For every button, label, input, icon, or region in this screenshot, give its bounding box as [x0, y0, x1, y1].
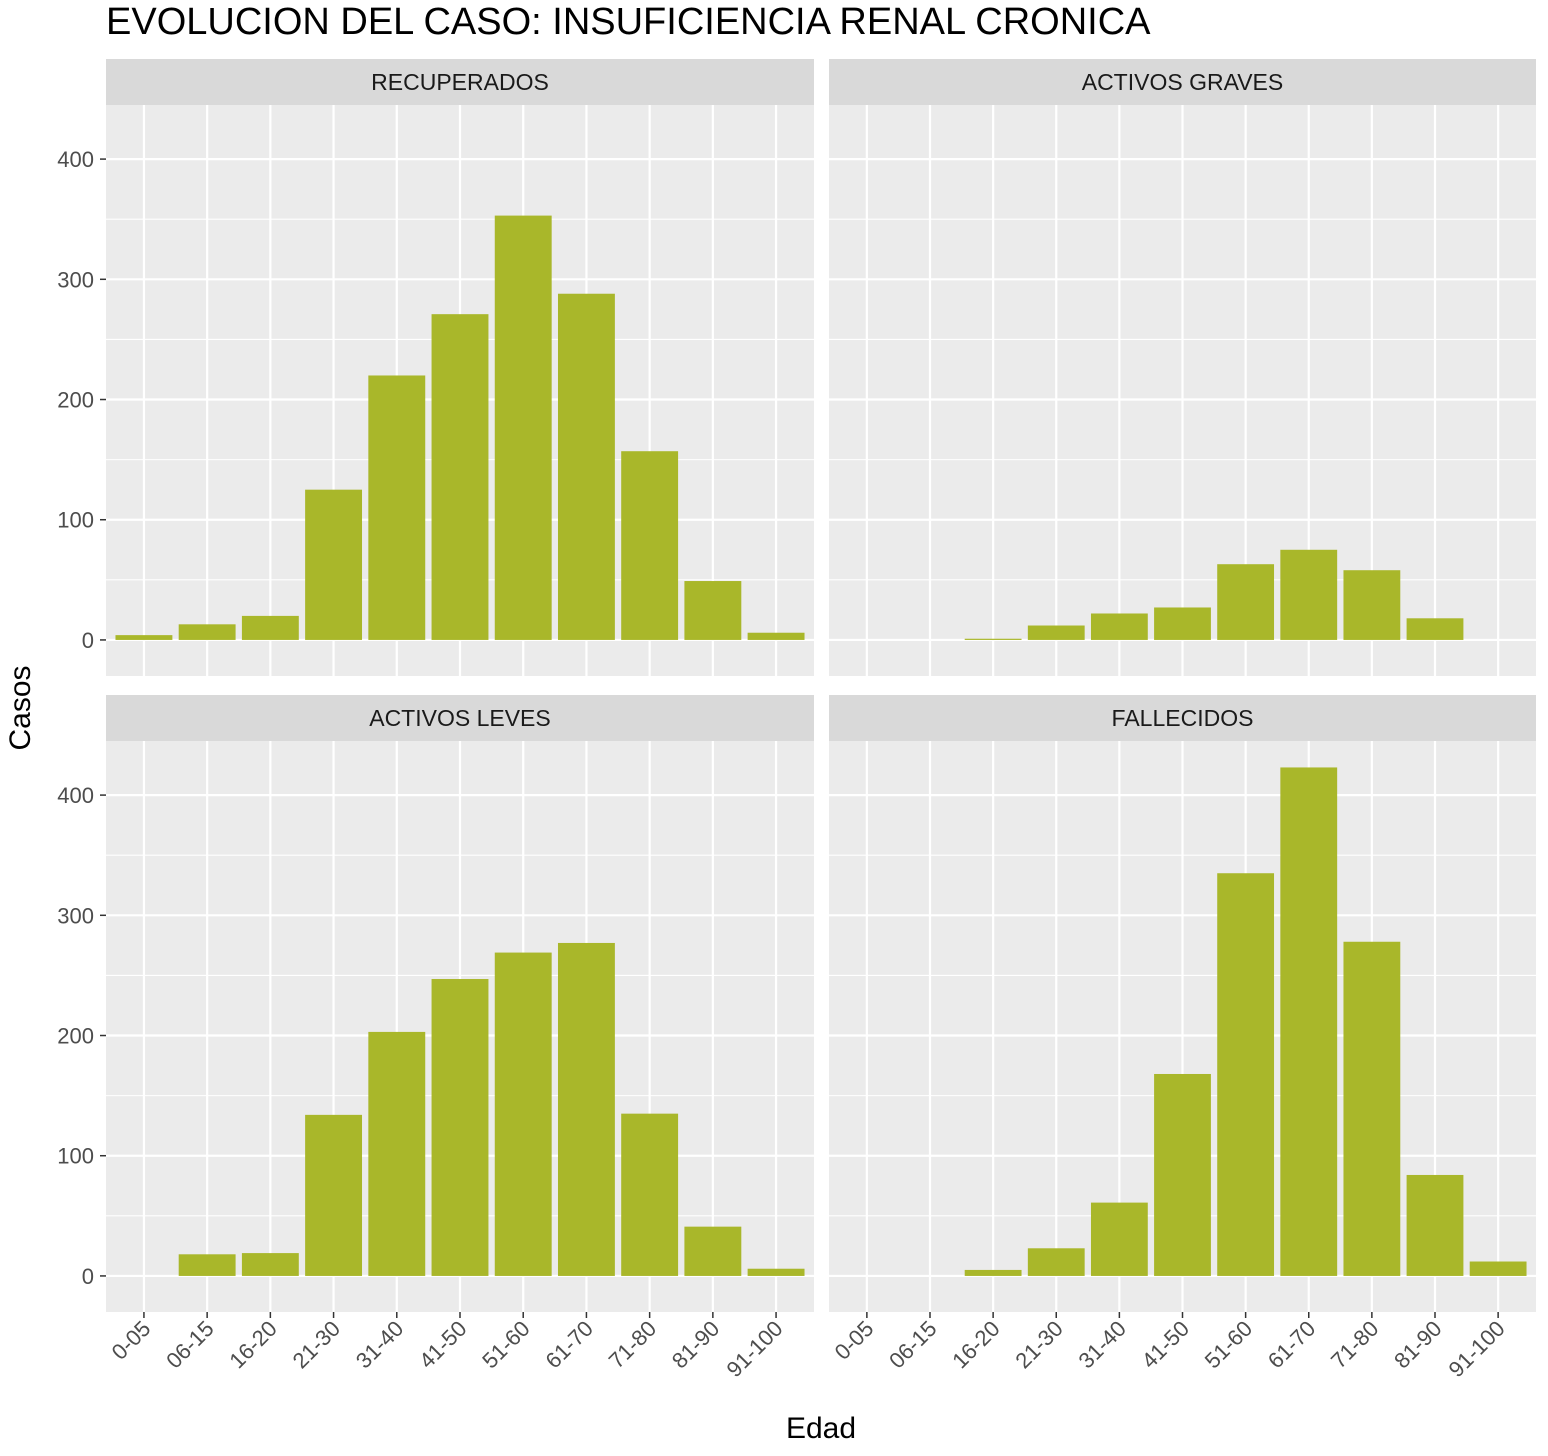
bar-activos-leves-06-15 [178, 1254, 236, 1276]
bar-fallecidos-61-70 [1280, 767, 1338, 1276]
x-tick-label: 91-100 [1444, 1316, 1510, 1382]
bar-activos-graves-21-30 [1027, 625, 1085, 640]
y-tick-label: 300 [57, 267, 94, 292]
bar-fallecidos-31-40 [1090, 1202, 1148, 1276]
y-tick-label: 100 [57, 1144, 94, 1169]
bar-recuperados-51-60 [494, 215, 552, 640]
facet-strip-label-activos-leves: ACTIVOS LEVES [369, 705, 551, 731]
bar-activos-leves-81-90 [684, 1226, 742, 1276]
facet-strip-label-recuperados: RECUPERADOS [371, 69, 549, 95]
x-tick-label: 06-15 [161, 1316, 218, 1373]
y-tick-label: 0 [82, 628, 94, 653]
bar-fallecidos-16-20 [964, 1269, 1022, 1276]
bar-fallecidos-21-30 [1027, 1248, 1085, 1276]
x-tick-label: 61-70 [540, 1316, 597, 1373]
x-tick-label: 21-30 [1010, 1316, 1067, 1373]
facet-strip-label-fallecidos: FALLECIDOS [1112, 705, 1254, 731]
bar-activos-graves-71-80 [1343, 570, 1401, 640]
bar-activos-graves-31-40 [1090, 613, 1148, 640]
x-tick-label: 31-40 [1073, 1316, 1130, 1373]
bar-activos-leves-31-40 [368, 1031, 426, 1276]
y-tick-label: 200 [57, 388, 94, 413]
x-tick-label: 51-60 [477, 1316, 534, 1373]
x-tick-label: 81-90 [1389, 1316, 1446, 1373]
bar-activos-graves-16-20 [964, 638, 1022, 640]
bar-activos-leves-71-80 [621, 1113, 679, 1276]
bar-activos-leves-41-50 [431, 979, 489, 1276]
bar-activos-graves-81-90 [1406, 618, 1464, 640]
bar-fallecidos-41-50 [1154, 1073, 1211, 1276]
x-tick-label: 06-15 [884, 1316, 941, 1373]
bar-activos-leves-16-20 [241, 1253, 299, 1276]
bar-activos-leves-91-100 [747, 1268, 805, 1276]
bar-activos-graves-51-60 [1217, 564, 1275, 640]
y-axis-title: Casos [4, 665, 37, 750]
y-tick-label: 400 [57, 783, 94, 808]
bar-recuperados-71-80 [621, 451, 679, 640]
y-tick-label: 0 [82, 1264, 94, 1289]
bar-recuperados-21-30 [305, 489, 363, 640]
y-tick-label: 400 [57, 147, 94, 172]
x-tick-label: 51-60 [1200, 1316, 1257, 1373]
chart-title: EVOLUCION DEL CASO: INSUFICIENCIA RENAL … [106, 1, 1151, 43]
x-axis-title: Edad [786, 1412, 856, 1445]
bar-activos-graves-41-50 [1154, 607, 1211, 640]
bar-recuperados-61-70 [557, 293, 615, 640]
bar-recuperados-06-15 [178, 624, 236, 640]
bar-recuperados-91-100 [747, 632, 805, 640]
bar-activos-graves-61-70 [1280, 549, 1338, 640]
facet-strip-activos-graves [829, 59, 1536, 105]
x-tick-label: 16-20 [947, 1316, 1004, 1373]
bar-fallecidos-81-90 [1406, 1174, 1464, 1276]
bar-fallecidos-51-60 [1217, 873, 1275, 1276]
x-tick-label: 81-90 [667, 1316, 724, 1373]
x-tick-label: 41-50 [1137, 1316, 1194, 1373]
bar-fallecidos-71-80 [1343, 941, 1401, 1276]
x-tick-label: 91-100 [721, 1316, 787, 1382]
bar-recuperados-41-50 [431, 314, 489, 640]
y-tick-label: 200 [57, 1024, 94, 1049]
facet-strip-recuperados [106, 59, 814, 105]
bar-activos-leves-61-70 [557, 942, 615, 1276]
y-tick-label: 100 [57, 508, 94, 533]
facet-strip-label-activos-graves: ACTIVOS GRAVES [1082, 69, 1284, 95]
bar-activos-leves-51-60 [494, 952, 552, 1276]
x-tick-label: 16-20 [224, 1316, 281, 1373]
bar-recuperados-31-40 [368, 375, 426, 640]
bar-activos-leves-21-30 [305, 1114, 363, 1276]
y-tick-label: 300 [57, 903, 94, 928]
x-tick-label: 41-50 [414, 1316, 471, 1373]
x-tick-label: 0-05 [830, 1316, 879, 1365]
facet-strip-fallecidos [829, 695, 1536, 741]
x-tick-label: 71-80 [604, 1316, 661, 1373]
bar-recuperados-81-90 [684, 581, 742, 640]
x-tick-label: 61-70 [1263, 1316, 1320, 1373]
bar-recuperados-0-05 [115, 635, 173, 640]
facet-strip-activos-leves [106, 695, 814, 741]
x-tick-label: 0-05 [107, 1316, 156, 1365]
x-tick-label: 21-30 [288, 1316, 345, 1373]
x-tick-label: 31-40 [351, 1316, 408, 1373]
x-tick-label: 71-80 [1326, 1316, 1383, 1373]
bar-recuperados-16-20 [241, 615, 299, 640]
bar-fallecidos-91-100 [1469, 1261, 1527, 1276]
